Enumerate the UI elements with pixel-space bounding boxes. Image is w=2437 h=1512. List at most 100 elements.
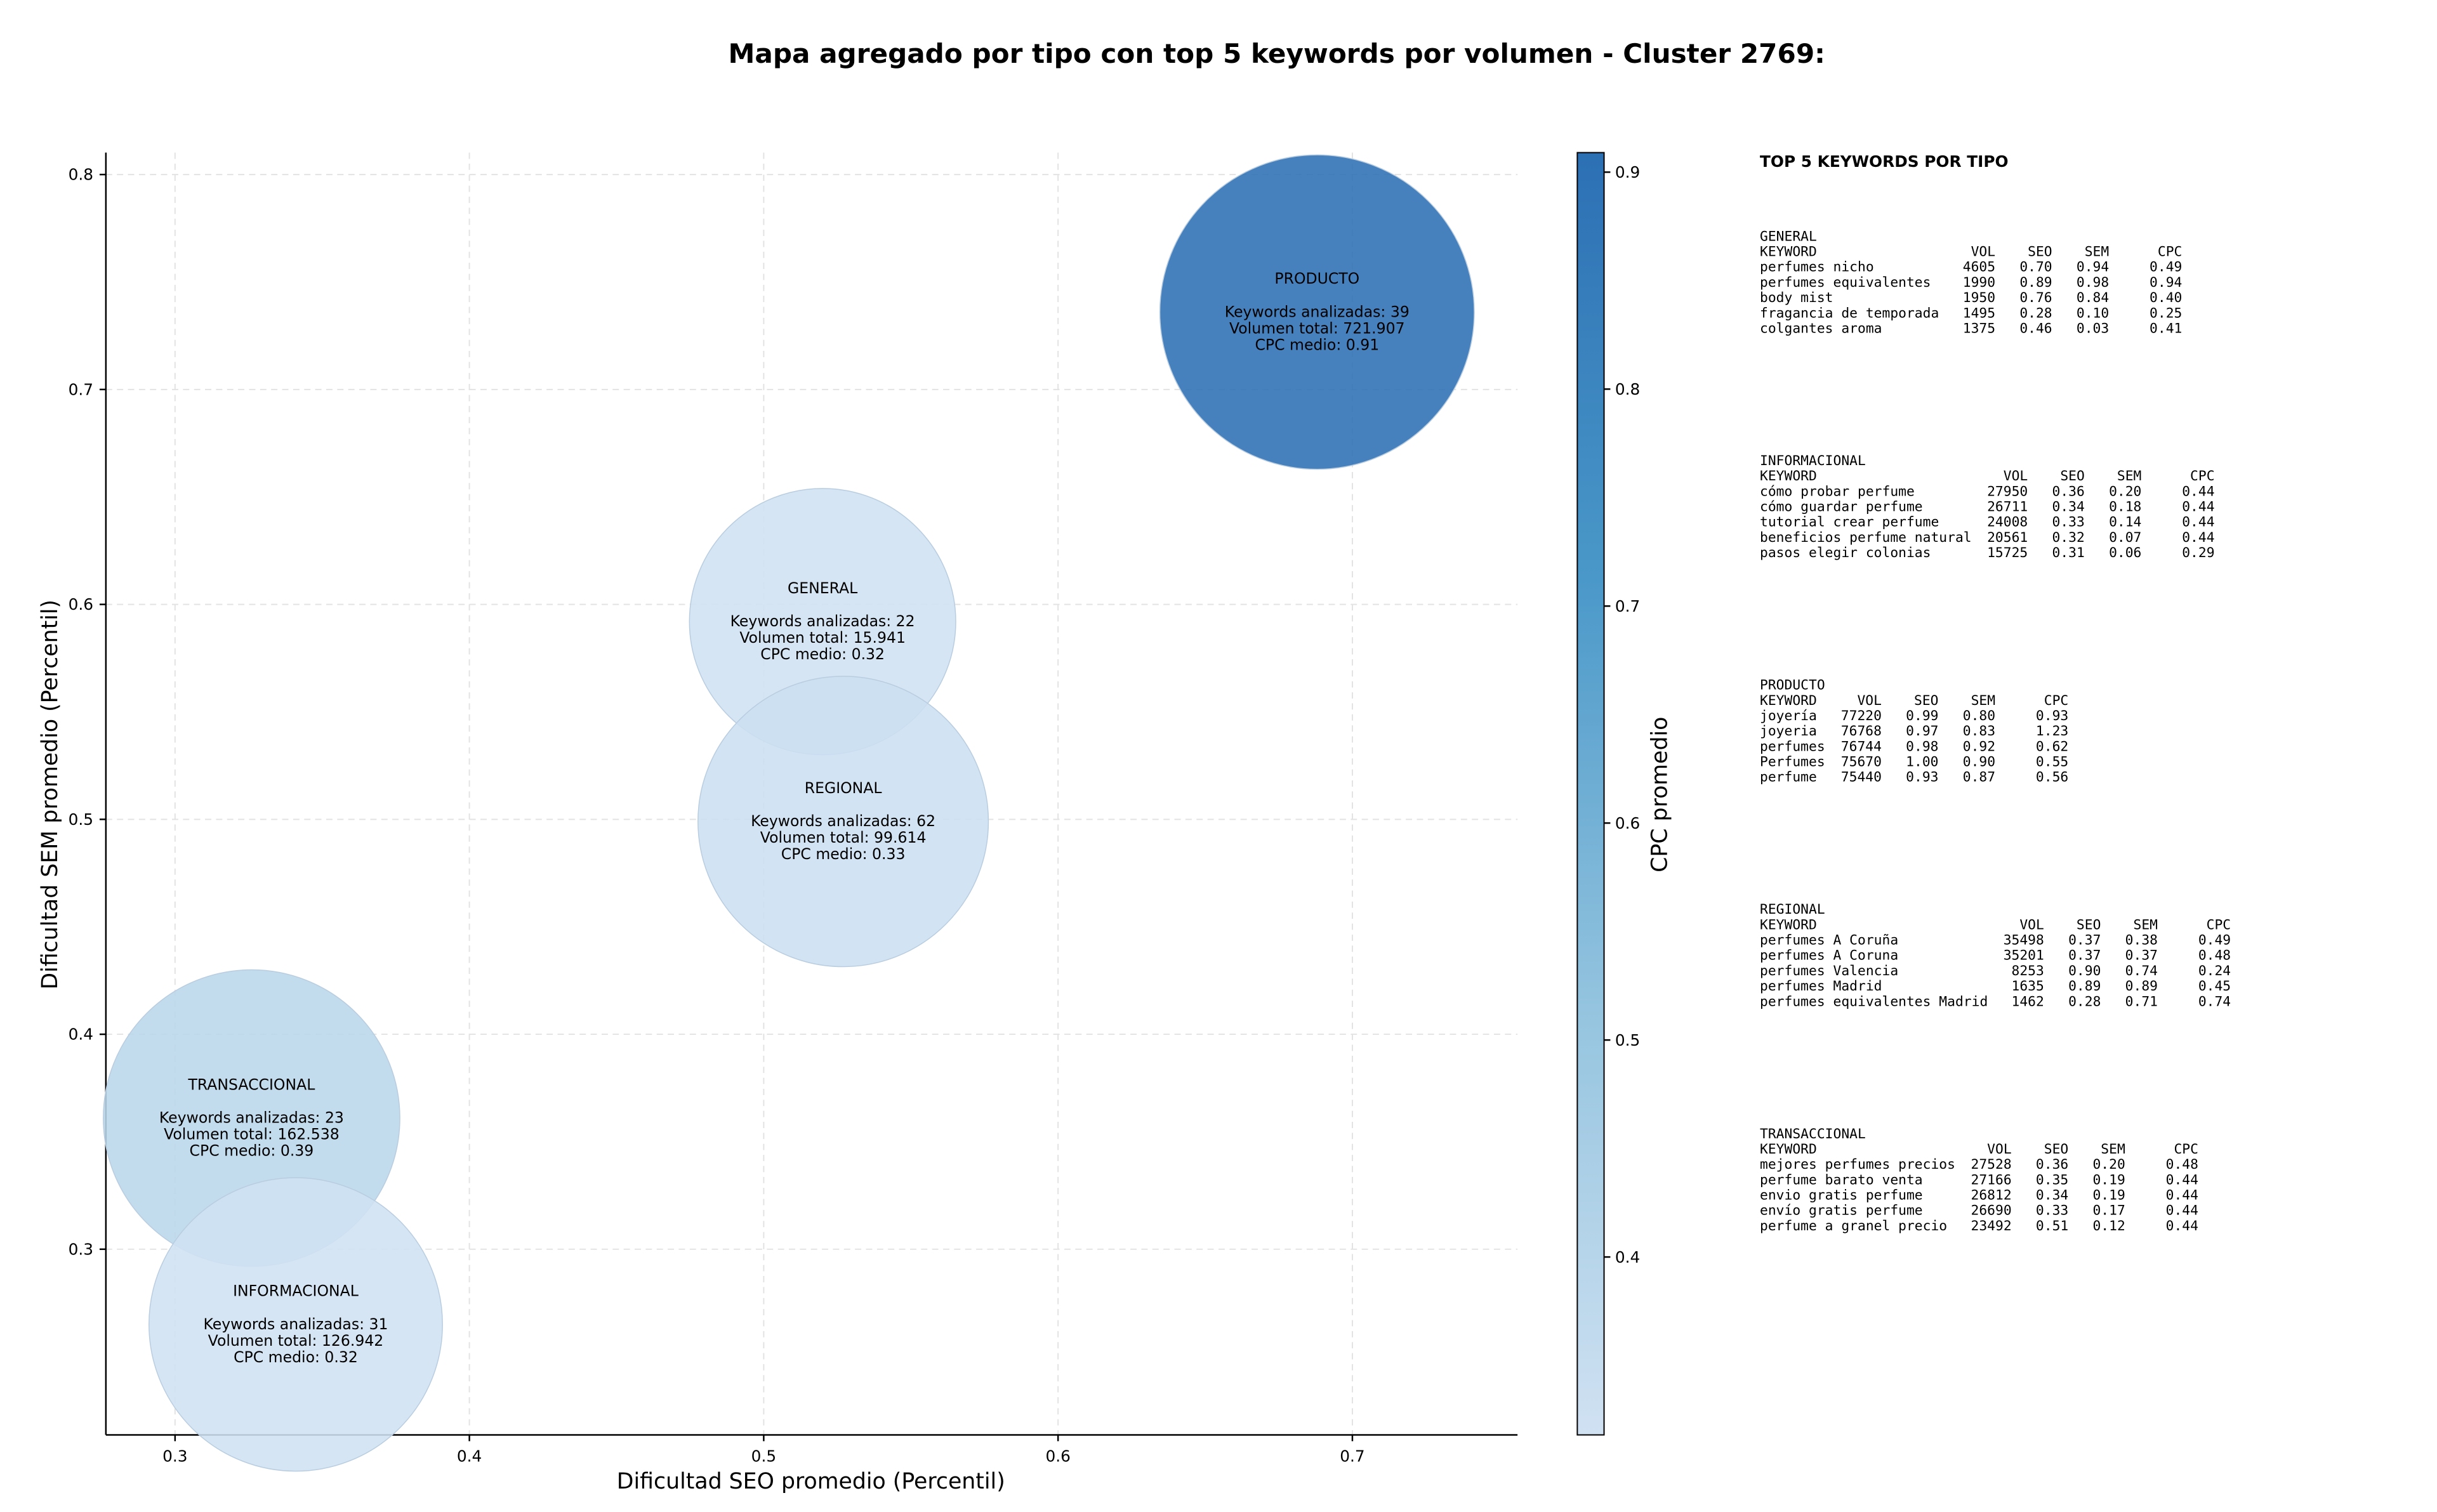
table-cell: 0.40 (2150, 290, 2182, 306)
column-header: SEM (2133, 917, 2158, 933)
table-cell: envio gratis perfume (1760, 1188, 1923, 1204)
bubble (1159, 154, 1475, 470)
table-cell: pasos elegir colonias (1760, 545, 1931, 561)
table-cell: 1990 (1963, 275, 1995, 291)
table-cell: 0.41 (2150, 320, 2182, 336)
colorbar-tick-label: 0.4 (1615, 1248, 1640, 1266)
table-cell: 20561 (1987, 530, 2028, 546)
table-cell: perfumes equivalentes Madrid (1760, 994, 1988, 1009)
y-tick-label: 0.7 (69, 381, 93, 399)
table-cell: 0.62 (2036, 739, 2068, 754)
column-header: KEYWORD (1760, 693, 1817, 709)
table-cell: 0.74 (2198, 994, 2231, 1009)
table-cell: 0.44 (2166, 1172, 2198, 1188)
column-header: KEYWORD (1760, 244, 1817, 260)
column-header: SEM (2117, 468, 2142, 484)
table-cell: tutorial crear perfume (1760, 515, 1939, 530)
table-cell: 0.80 (1963, 708, 1995, 724)
table-cell: 0.19 (2092, 1172, 2125, 1188)
table-cell: 0.07 (2109, 530, 2141, 546)
table-cell: 0.90 (1963, 754, 1995, 770)
table-cell: 75670 (1841, 754, 1882, 770)
table-cell: 26690 (1971, 1203, 2012, 1219)
column-header: VOL (1857, 693, 1882, 709)
table-cell: perfumes Madrid (1760, 978, 1882, 994)
table-cell: 0.29 (2182, 545, 2214, 561)
table-cell: 0.35 (2036, 1172, 2068, 1188)
table-cell: 0.93 (2036, 708, 2068, 724)
table-cell: perfumes A Coruna (1760, 948, 1898, 964)
table-cell: 0.37 (2068, 948, 2101, 964)
block-title: REGIONAL (1760, 902, 1825, 917)
table-cell: 0.44 (2166, 1188, 2198, 1204)
table-cell: 0.44 (2182, 483, 2214, 499)
bubble-annotation: Keywords analizadas: 39 (1225, 303, 1410, 320)
table-cell: 0.70 (2019, 260, 2052, 275)
table-cell: 77220 (1841, 708, 1882, 724)
table-cell: 0.10 (2077, 305, 2109, 321)
table-cell: 0.20 (2092, 1157, 2125, 1173)
bubble-name: TRANSACCIONAL (188, 1076, 315, 1094)
table-cell: 0.51 (2036, 1218, 2068, 1234)
table-cell: 24008 (1987, 515, 2028, 530)
table-cell: 1495 (1963, 305, 1995, 321)
column-header: KEYWORD (1760, 917, 1817, 933)
colorbar-tick-label: 0.5 (1615, 1031, 1640, 1049)
table-cell: 0.32 (2052, 530, 2085, 546)
table-cell: 1462 (2012, 994, 2044, 1009)
table-cell: 0.49 (2150, 260, 2182, 275)
table-cell: 0.98 (2077, 275, 2109, 291)
table-cell: 1375 (1963, 320, 1995, 336)
column-header: CPC (2190, 468, 2215, 484)
bubble-annotation: Keywords analizadas: 22 (730, 612, 915, 630)
bubble-name: GENERAL (788, 579, 857, 597)
y-tick-label: 0.4 (69, 1025, 93, 1044)
column-header: CPC (2207, 917, 2231, 933)
table-cell: 0.98 (1906, 739, 1938, 754)
table-cell: 0.44 (2182, 515, 2214, 530)
bubble-annotation: CPC medio: 0.32 (234, 1348, 358, 1366)
x-tick-label: 0.3 (162, 1447, 187, 1466)
table-cell: 27166 (1971, 1172, 2012, 1188)
table-cell: joyeria (1760, 723, 1817, 739)
table-cell: 0.83 (1963, 723, 1995, 739)
table-cell: perfumes (1760, 739, 1825, 754)
table-cell: 75440 (1841, 770, 1882, 786)
table-cell: 0.31 (2052, 545, 2085, 561)
column-header: VOL (2004, 468, 2028, 484)
table-cell: 0.92 (1963, 739, 1995, 754)
table-cell: 0.17 (2092, 1203, 2125, 1219)
column-header: VOL (1971, 244, 1995, 260)
table-cell: 0.38 (2125, 933, 2158, 949)
column-header: SEO (2044, 1141, 2069, 1157)
column-header: VOL (1987, 1141, 2012, 1157)
table-cell: 0.71 (2125, 994, 2158, 1009)
colorbar (1576, 152, 1605, 1436)
y-tick-label: 0.8 (69, 166, 93, 184)
x-tick-label: 0.7 (1340, 1447, 1364, 1466)
table-cell: 1950 (1963, 290, 1995, 306)
table-cell: perfume (1760, 770, 1817, 786)
column-header: CPC (2174, 1141, 2198, 1157)
table-cell: 0.93 (1906, 770, 1938, 786)
block-title: INFORMACIONAL (1760, 453, 1866, 469)
table-cell: 15725 (1987, 545, 2028, 561)
bubble-annotation: Keywords analizadas: 23 (159, 1109, 344, 1127)
table-cell: 4605 (1963, 260, 1995, 275)
table-cell: 0.90 (2068, 963, 2101, 979)
bubble-annotation: Volumen total: 721.907 (1229, 319, 1405, 337)
table-cell: 0.56 (2036, 770, 2068, 786)
table-cell: 0.89 (2019, 275, 2052, 291)
table-cell: colgantes aroma (1760, 320, 1882, 336)
y-axis-label: Dificultad SEM promedio (Percentil) (37, 600, 63, 990)
column-header: CPC (2158, 244, 2183, 260)
table-cell: 0.89 (2068, 978, 2101, 994)
table-cell: 76768 (1841, 723, 1882, 739)
table-cell: envío gratis perfume (1760, 1203, 1923, 1219)
table-cell: 23492 (1971, 1218, 2012, 1234)
bubble-annotation: Volumen total: 99.614 (760, 829, 927, 846)
chart-title: Mapa agregado por tipo con top 5 keyword… (728, 38, 1825, 69)
table-cell: body mist (1760, 290, 1833, 306)
bubble-name: PRODUCTO (1274, 270, 1359, 287)
table-cell: 0.94 (2077, 260, 2109, 275)
